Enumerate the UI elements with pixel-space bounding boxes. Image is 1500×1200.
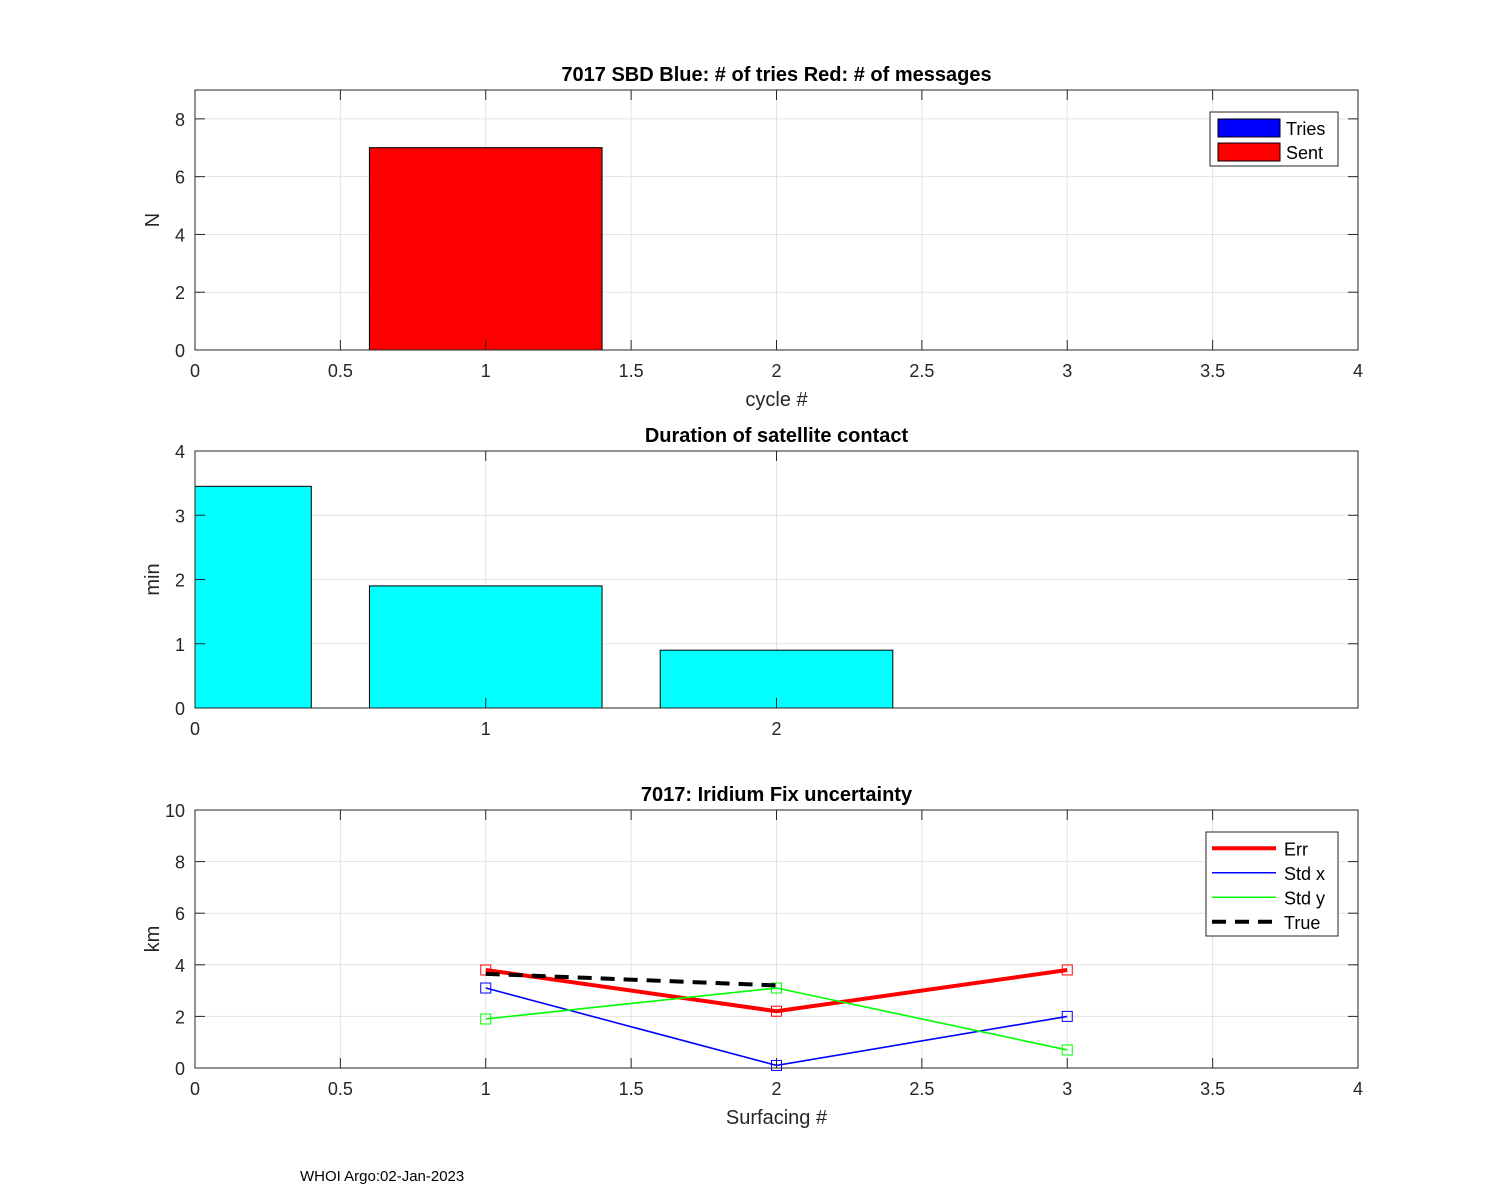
chart-title: 7017: Iridium Fix uncertainty (641, 784, 913, 806)
marker-std-y-3 (1061, 1044, 1073, 1056)
marker-std-y-1 (480, 1013, 492, 1025)
marker-std-x-3 (1061, 1010, 1073, 1022)
marker-err-3 (1061, 964, 1073, 976)
x-tick-label: 4 (1353, 1079, 1363, 1099)
y-tick-label: 4 (175, 956, 185, 976)
x-axis-label: cycle # (745, 389, 808, 411)
y-tick-label: 0 (175, 1059, 185, 1079)
y-tick-label: 6 (175, 168, 185, 188)
x-tick-label: 3 (1062, 361, 1072, 381)
legend-swatch-tries (1217, 118, 1281, 138)
marker-err-2 (771, 1005, 782, 1017)
legend: Err Std x Std y True (1205, 831, 1339, 937)
y-tick-label: 4 (175, 225, 185, 245)
y-axis-label: N (142, 213, 164, 227)
bar-duration-1 (368, 585, 603, 709)
legend-label-tries: Tries (1286, 119, 1325, 139)
x-tick-label: 1.5 (619, 1079, 644, 1099)
chart-2: 0 1 2 0 1 2 3 4 Duration of satellite contact min (142, 425, 1359, 739)
y-tick-label: 1 (175, 635, 185, 655)
y-tick-label: 2 (175, 283, 185, 303)
legend-label-err: Err (1284, 839, 1308, 859)
x-tick-label: 0.5 (328, 361, 353, 381)
y-tick-label: 3 (175, 506, 185, 526)
x-tick-label: 3.5 (1200, 361, 1225, 381)
x-tick-label: 0 (190, 361, 200, 381)
x-tick-label: 2 (771, 361, 781, 381)
y-tick-label: 2 (175, 1007, 185, 1027)
chart-title: Duration of satellite contact (645, 425, 909, 447)
x-tick-label: 2.5 (909, 1079, 934, 1099)
legend: Tries Sent (1209, 111, 1339, 167)
y-tick-label: 4 (175, 442, 185, 462)
y-tick-label: 8 (175, 853, 185, 873)
x-tick-label: 0 (190, 719, 200, 739)
series-line-std-y (485, 987, 1068, 1051)
marker-std-y-2 (771, 982, 782, 994)
y-axis-label: km (142, 926, 164, 953)
x-tick-label: 1 (481, 719, 491, 739)
series-line-true (485, 971, 777, 988)
y-tick-label: 0 (175, 341, 185, 361)
x-tick-label: 3 (1062, 1079, 1072, 1099)
y-tick-label: 8 (175, 110, 185, 130)
y-tick-label: 10 (165, 801, 185, 821)
y-axis-label: min (142, 563, 164, 595)
legend-label-std-y: Std y (1284, 888, 1325, 908)
y-tick-label: 2 (175, 571, 185, 591)
x-tick-label: 0.5 (328, 1079, 353, 1099)
legend-label-true: True (1284, 913, 1320, 933)
bar-duration-0 (194, 485, 312, 709)
x-tick-label: 0 (190, 1079, 200, 1099)
x-tick-label: 3.5 (1200, 1079, 1225, 1099)
x-tick-label: 4 (1353, 361, 1363, 381)
x-tick-label: 2 (771, 719, 781, 739)
chart-title: 7017 SBD Blue: # of tries Red: # of mess… (561, 64, 991, 86)
y-tick-label: 0 (175, 699, 185, 719)
x-tick-label: 1.5 (619, 361, 644, 381)
marker-std-x-1 (480, 982, 492, 994)
x-tick-label: 2 (771, 1079, 781, 1099)
y-tick-label: 6 (175, 904, 185, 924)
chart-3: 0 0.5 1 1.5 2 2.5 3 3.5 4 0 2 4 6 8 10 7017: Iridium Fi… (142, 784, 1363, 1129)
series-line-err (485, 967, 1068, 1014)
legend-label-std-x: Std x (1284, 864, 1325, 884)
footer-text: WHOI Argo:02-Jan-2023 (300, 1168, 465, 1185)
x-tick-label: 1 (481, 361, 491, 381)
bar-sent-1 (368, 147, 603, 351)
chart-1: 0 0.5 1 1.5 2 2.5 3 3.5 4 0 2 4 6 8 7017 SBD Blue: # o… (142, 64, 1363, 411)
legend-swatch-sent (1217, 142, 1281, 162)
x-axis-label: Surfacing # (726, 1107, 828, 1129)
legend-label-sent: Sent (1286, 143, 1323, 163)
x-tick-label: 1 (481, 1079, 491, 1099)
x-tick-label: 2.5 (909, 361, 934, 381)
